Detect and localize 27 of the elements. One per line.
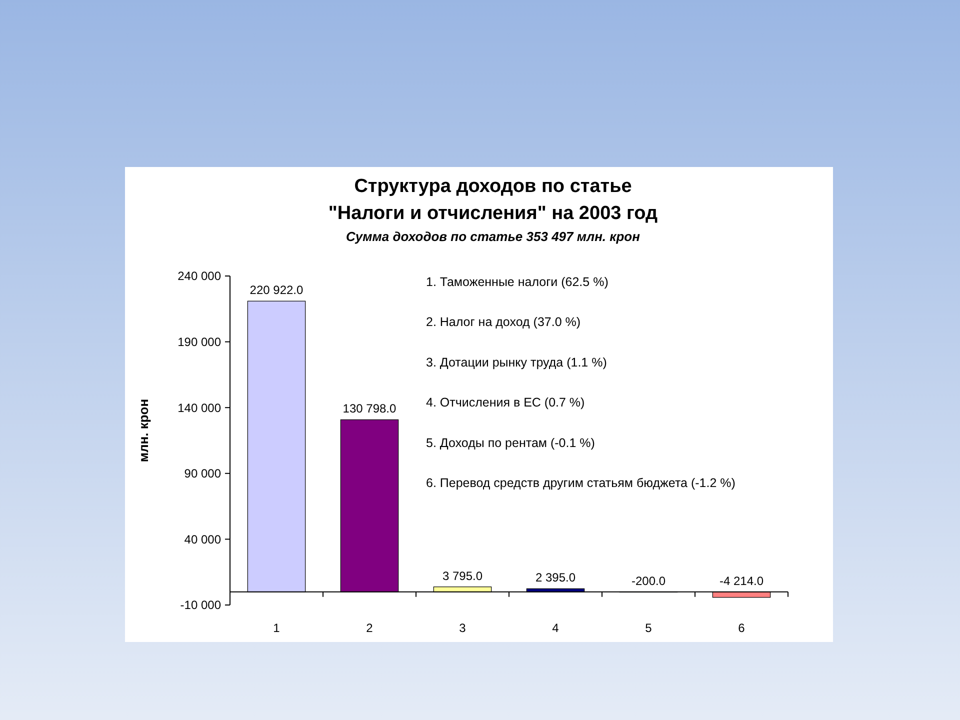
annotation: 2. Налог на доход (37.0 %)	[426, 315, 581, 330]
annotation: 1. Таможенные налоги (62.5 %)	[426, 275, 608, 289]
annotation: 4. Отчисления в ЕС (0.7 %)	[426, 396, 585, 410]
annotation: 6. Перевод средств другим статьям бюджета (-1.2 %)	[426, 476, 736, 490]
data-label: 3 795.0	[442, 568, 483, 583]
y-tick-label: 140 000	[178, 400, 222, 415]
chart-title: Структура доходов по статье "Налоги и отчисления" на 2003 год	[328, 176, 658, 224]
x-tick-label: 6	[738, 621, 746, 635]
chart-subtitle: Сумма доходов по статье 353 497 млн. крон	[346, 229, 640, 244]
x-tick-label: 4	[552, 621, 560, 635]
annotation: 3. Дотации рынку труда (1.1 %)	[426, 355, 607, 370]
data-label: 220 922.0	[250, 283, 304, 298]
x-tick-label: 1	[273, 621, 280, 635]
y-tick-label: 190 000	[178, 335, 222, 349]
x-tick-label: 2	[366, 621, 374, 635]
x-tick-label: 3	[459, 621, 466, 635]
data-label: -200.0	[631, 574, 666, 588]
data-label: 2 395.0	[535, 570, 576, 585]
data-label: -4 214.0	[719, 574, 764, 588]
y-tick-label: 90 000	[184, 466, 222, 481]
data-label: 130 798.0	[342, 402, 397, 416]
x-tick-label: 5	[645, 621, 652, 635]
y-tick-label: 240 000	[178, 269, 222, 284]
y-tick-label: 40 000	[184, 532, 222, 546]
annotation: 5. Доходы по рентам (-0.1 %)	[426, 436, 595, 450]
y-axis-title: млн. крон	[136, 398, 151, 462]
y-tick-label: -10 000	[180, 598, 222, 612]
